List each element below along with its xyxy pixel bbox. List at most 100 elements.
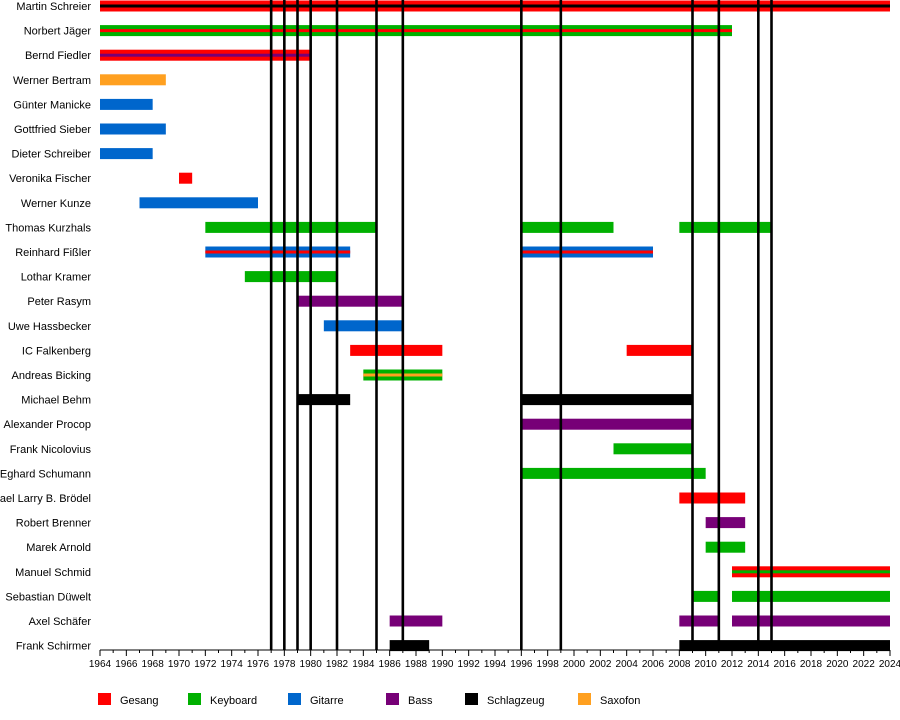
member-label: Günter Manicke (13, 99, 91, 111)
bar-segment (244, 271, 337, 283)
legend: Gesang Keyboard Gitarre Bass Schlagzeug Saxof… (98, 693, 640, 707)
membership-bar (626, 344, 693, 356)
bar-segment (521, 221, 614, 233)
x-tick-label: 2004 (616, 659, 639, 670)
member-label: Manuel Schmid (15, 567, 91, 579)
bar-secondary-role-stripe (521, 250, 653, 254)
membership-bar (732, 566, 890, 578)
member-label: Werner Bertram (13, 75, 91, 87)
x-tick-label: 2024 (879, 659, 900, 670)
membership-bar (389, 640, 430, 652)
x-tick-label: 1984 (352, 659, 375, 670)
x-tick-label: 1974 (221, 659, 244, 670)
bar-segment (732, 590, 890, 602)
bar-segment (100, 148, 153, 160)
legend-item: Bass (386, 693, 433, 707)
x-tick-label: 2016 (774, 659, 797, 670)
x-tick-label: 1988 (405, 659, 428, 670)
bar-segment (732, 615, 890, 627)
legend-swatch (288, 693, 301, 705)
member-rows: Martin Schreier Norbert Jäger Bernd Fiedle… (0, 1, 91, 653)
membership-bar (139, 197, 258, 209)
bar-segment (679, 640, 890, 652)
member-label: Frank Schirmer (16, 641, 92, 653)
member-label: IC Falkenberg (22, 345, 91, 357)
bar-segment (613, 443, 693, 455)
membership-bar (179, 172, 193, 184)
x-tick-label: 1994 (484, 659, 507, 670)
membership-bar (521, 246, 653, 258)
membership-bar (521, 394, 693, 406)
membership-bar (350, 344, 443, 356)
bar-segment (389, 640, 430, 652)
membership-bar (100, 148, 153, 160)
x-tick-label: 2008 (668, 659, 691, 670)
bar-segment (205, 221, 377, 233)
bar-secondary-role-stripe (100, 53, 311, 57)
x-tick-label: 1964 (89, 659, 112, 670)
membership-bar (389, 615, 443, 627)
x-tick-label: 2014 (747, 659, 770, 670)
x-tick-label: 1976 (247, 659, 270, 670)
member-label: Alexander Procop (4, 419, 91, 431)
bar-segment (389, 615, 443, 627)
membership-bar (521, 467, 706, 479)
legend-item: Gesang (98, 693, 159, 707)
legend-swatch (578, 693, 591, 705)
member-label: Sebastian Düwelt (5, 591, 91, 603)
membership-bar (100, 49, 311, 61)
bar-secondary-role-stripe (205, 250, 351, 254)
membership-bar (679, 221, 772, 233)
membership-bar (732, 615, 890, 627)
legend-swatch (386, 693, 399, 705)
member-label: Lothar Kramer (21, 272, 92, 284)
membership-bar (100, 74, 166, 86)
membership-bars (100, 0, 890, 652)
bar-segment (297, 394, 351, 406)
x-tick-label: 2010 (695, 659, 718, 670)
member-label: Dieter Schreiber (12, 149, 92, 161)
membership-bar (521, 418, 693, 430)
member-label: Martin Schreier (16, 1, 91, 13)
x-tick-label: 2002 (589, 659, 612, 670)
bar-segment (679, 492, 746, 504)
bar-segment (100, 123, 166, 135)
bar-segment (679, 615, 719, 627)
legend-label: Gesang (120, 695, 159, 707)
bar-segment (705, 517, 746, 529)
bar-segment (521, 467, 706, 479)
member-label: Norbert Jäger (24, 26, 92, 38)
legend-swatch (465, 693, 478, 705)
bar-segment (521, 418, 693, 430)
x-tick-label: 1996 (510, 659, 533, 670)
membership-bar (205, 246, 351, 258)
x-tick-label: 1992 (458, 659, 481, 670)
member-label: Peter Rasym (27, 296, 91, 308)
bar-segment (139, 197, 258, 209)
bar-secondary-role-stripe (732, 570, 890, 574)
membership-bar (679, 640, 890, 652)
membership-bar (100, 98, 153, 110)
bar-segment (521, 394, 693, 406)
x-axis: 1964 1966 1968 1970 1972 1974 1976 1978 1980 1982… (89, 649, 900, 670)
membership-bar (323, 320, 403, 332)
membership-bar (679, 615, 719, 627)
bar-segment (100, 98, 153, 110)
member-label: Werner Kunze (21, 198, 91, 210)
member-label: Gottfried Sieber (14, 124, 91, 136)
membership-bar (100, 0, 890, 12)
bar-segment (679, 221, 772, 233)
member-label: Bernd Fiedler (25, 50, 91, 62)
legend-item: Keyboard (188, 693, 257, 707)
x-tick-label: 1972 (194, 659, 217, 670)
bar-segment (692, 590, 719, 602)
x-tick-label: 1986 (379, 659, 402, 670)
x-tick-label: 2018 (800, 659, 823, 670)
member-label: Reinhard Fißler (15, 247, 91, 259)
legend-label: Gitarre (310, 695, 344, 707)
legend-label: Bass (408, 695, 433, 707)
membership-bar (100, 123, 166, 135)
legend-item: Schlagzeug (465, 693, 545, 707)
membership-bar (705, 541, 746, 553)
x-tick-label: 1980 (300, 659, 323, 670)
